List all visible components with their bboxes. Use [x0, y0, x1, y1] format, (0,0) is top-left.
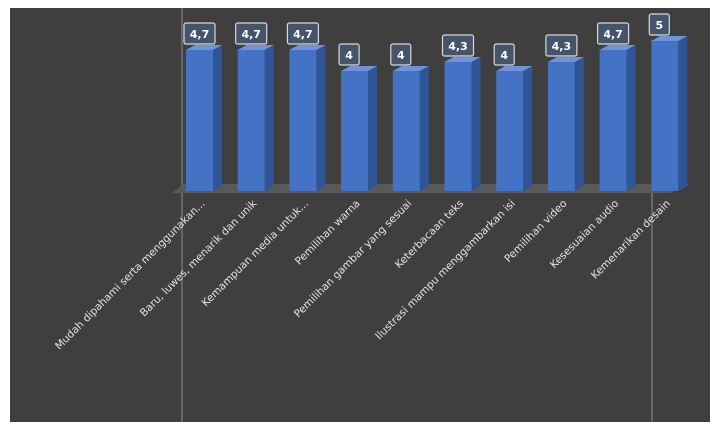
bar-front — [651, 41, 679, 191]
data-label-box — [390, 43, 412, 66]
bar-4 — [341, 66, 378, 191]
bar-front — [186, 50, 213, 191]
bar-side — [626, 45, 636, 191]
data-label-text: 4 — [345, 49, 353, 62]
data-label-text: 4,7 — [603, 28, 623, 41]
data-label-2: 4,7 — [235, 22, 268, 45]
bar-top — [341, 66, 378, 71]
data-label-box — [338, 43, 360, 66]
data-label-9: 4,7 — [596, 22, 630, 45]
bar-top — [237, 45, 274, 50]
data-label-text: 5 — [655, 19, 663, 32]
bar-front — [237, 50, 265, 191]
bar-top — [599, 45, 636, 50]
data-label-box — [441, 34, 475, 57]
data-label-text: 4 — [500, 49, 508, 62]
bar-top — [444, 57, 481, 62]
bar-10 — [651, 36, 688, 191]
bar-side — [471, 57, 481, 191]
data-label-box — [235, 22, 268, 45]
data-label-1: 4,7 — [183, 22, 216, 45]
bar-front — [392, 71, 420, 191]
bar-5 — [392, 66, 429, 191]
bar-side — [678, 36, 688, 191]
bar-top — [651, 36, 688, 41]
data-label-box — [286, 22, 319, 45]
data-label-8: 4,3 — [545, 34, 578, 57]
data-label-text: 4 — [397, 49, 405, 62]
bar-front — [599, 50, 627, 191]
bar-top — [547, 57, 584, 62]
bar-side — [264, 45, 274, 191]
bar-side — [213, 45, 222, 191]
data-label-3: 4,7 — [286, 22, 319, 45]
bar-top — [496, 66, 533, 71]
data-label-6: 4,3 — [441, 34, 475, 57]
bar-top — [392, 66, 429, 71]
data-label-text: 4,7 — [241, 28, 261, 41]
data-label-5: 4 — [390, 43, 412, 66]
bar-side — [368, 66, 378, 191]
bar-front — [496, 71, 524, 191]
data-label-box — [648, 13, 670, 36]
bar-2 — [237, 45, 274, 191]
bar-top — [186, 45, 222, 50]
data-label-box — [545, 34, 578, 57]
bar-side — [316, 45, 326, 191]
bar-top — [289, 45, 326, 50]
bar-front — [289, 50, 317, 191]
data-label-box — [183, 22, 216, 45]
bar-front — [341, 71, 369, 191]
bar-side — [574, 57, 584, 191]
bar-side — [523, 66, 533, 191]
bar-9 — [599, 45, 636, 191]
bar-front — [547, 62, 575, 191]
bar-6 — [444, 57, 481, 191]
bar-8 — [547, 57, 584, 191]
bar-1 — [186, 45, 222, 191]
data-label-text: 4,3 — [552, 40, 572, 53]
bar-7 — [496, 66, 533, 191]
data-label-text: 4,7 — [190, 28, 210, 41]
bar-front — [444, 62, 472, 191]
bar-side — [419, 66, 429, 191]
bar-3 — [289, 45, 326, 191]
data-label-4: 4 — [338, 43, 360, 66]
data-label-10: 5 — [648, 13, 670, 36]
data-label-7: 4 — [493, 43, 515, 66]
data-label-box — [596, 22, 630, 45]
data-label-text: 4,3 — [448, 40, 468, 53]
data-label-box — [493, 43, 515, 66]
data-label-text: 4,7 — [293, 28, 313, 41]
